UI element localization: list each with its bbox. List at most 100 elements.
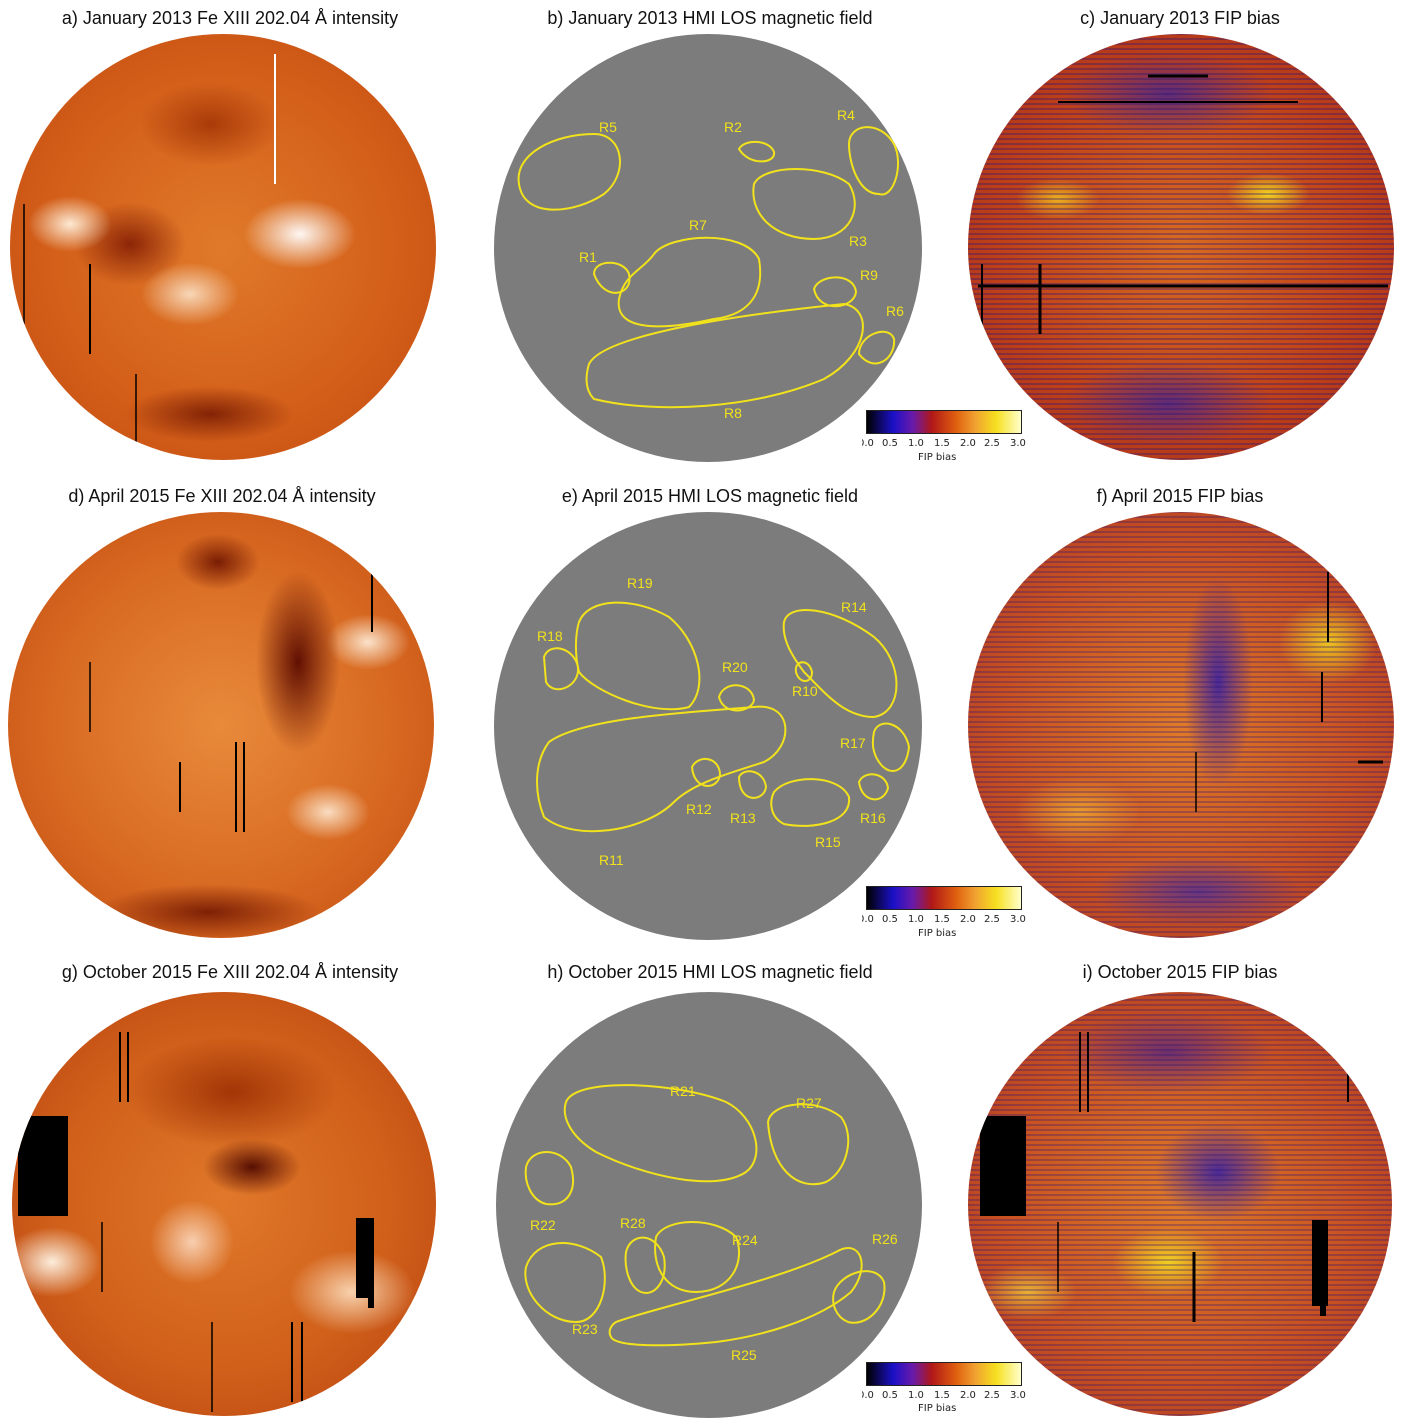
contour-r11 bbox=[536, 705, 787, 833]
region-label: R20 bbox=[722, 659, 748, 675]
contour-r21 bbox=[563, 1084, 758, 1183]
intensity-artifacts bbox=[18, 1032, 374, 1412]
colorbar-tick: 0.5 bbox=[882, 914, 898, 925]
colorbar-tick: 0.0 bbox=[862, 1390, 874, 1401]
colorbar-tick: 3.0 bbox=[1010, 1390, 1026, 1401]
colorbar-tick: 2.0 bbox=[960, 438, 976, 449]
region-label: R28 bbox=[620, 1215, 646, 1231]
contour-r4 bbox=[847, 126, 899, 196]
colorbar-tick: 2.5 bbox=[984, 1390, 1000, 1401]
contours-apr2015 bbox=[536, 601, 911, 833]
title-e: e) April 2015 HMI LOS magnetic field bbox=[561, 486, 859, 506]
colorbar-tick: 1.5 bbox=[934, 914, 950, 925]
title-f: f) April 2015 FIP bias bbox=[1096, 486, 1264, 506]
region-label: R23 bbox=[572, 1321, 598, 1337]
fip-bias-map-jan2013 bbox=[968, 34, 1394, 460]
title-h: h) October 2015 HMI LOS magnetic field bbox=[547, 962, 873, 982]
region-label: R12 bbox=[686, 801, 712, 817]
region-labels-jan2013: R1 R2 R3 R4 R5 R6 R7 R8 R9 bbox=[579, 107, 904, 421]
colorbar-tick: 1.0 bbox=[908, 914, 924, 925]
contour-r26 bbox=[832, 1270, 886, 1324]
region-label: R21 bbox=[670, 1083, 696, 1099]
colorbar-tick: 2.5 bbox=[984, 438, 1000, 449]
region-labels-apr2015: R10 R11 R12 R13 R14 R15 R16 R17 R18 R19 … bbox=[537, 575, 886, 868]
region-label: R18 bbox=[537, 628, 563, 644]
region-label: R17 bbox=[840, 735, 866, 751]
colorbar-ticks: 0.0 0.5 1.0 1.5 2.0 2.5 3.0 FIP bias bbox=[862, 914, 1026, 939]
contour-r23 bbox=[524, 1242, 606, 1324]
colorbar-gradient bbox=[866, 410, 1022, 434]
contour-r15 bbox=[770, 778, 851, 827]
region-label: R16 bbox=[860, 810, 886, 826]
title-g: g) October 2015 Fe XIII 202.04 Å intensi… bbox=[61, 962, 399, 982]
contour-r8 bbox=[585, 302, 864, 409]
colorbar-tick: 0.5 bbox=[882, 438, 898, 449]
contour-r7 bbox=[617, 236, 762, 328]
region-label: R3 bbox=[849, 233, 867, 249]
contour-r25 bbox=[608, 1247, 863, 1347]
region-label: R4 bbox=[837, 107, 855, 123]
region-label: R24 bbox=[732, 1232, 758, 1248]
magnetogram-oct2015: R21 R22 R23 R24 R25 R26 R27 R28 bbox=[496, 992, 922, 1418]
title-a: a) January 2013 Fe XIII 202.04 Å intensi… bbox=[61, 8, 399, 28]
title-c: c) January 2013 FIP bias bbox=[1080, 8, 1280, 28]
region-labels-oct2015: R21 R22 R23 R24 R25 R26 R27 R28 bbox=[530, 1083, 898, 1363]
colorbar-ticks: 0.0 0.5 1.0 1.5 2.0 2.5 3.0 FIP bias bbox=[862, 1390, 1026, 1414]
colorbar-row3: 0.0 0.5 1.0 1.5 2.0 2.5 3.0 FIP bias bbox=[862, 1362, 1032, 1420]
region-label: R22 bbox=[530, 1217, 556, 1233]
intensity-artifacts bbox=[89, 572, 373, 832]
fip-artifacts bbox=[1195, 572, 1383, 812]
contour-r19 bbox=[575, 601, 701, 711]
contour-r3 bbox=[752, 168, 856, 241]
intensity-image-jan2013 bbox=[10, 34, 436, 460]
colorbar-tick: 2.0 bbox=[960, 914, 976, 925]
colorbar-ticks: 0.0 0.5 1.0 1.5 2.0 2.5 3.0 FIP bias bbox=[862, 438, 1026, 463]
contour-r16 bbox=[857, 773, 890, 801]
region-label: R14 bbox=[841, 599, 867, 615]
fip-bias-map-apr2015 bbox=[968, 512, 1394, 938]
contour-r12 bbox=[690, 758, 722, 787]
contour-r6 bbox=[857, 330, 896, 365]
colorbar-tick: 1.5 bbox=[934, 1390, 950, 1401]
contour-r9 bbox=[812, 276, 858, 308]
fip-artifacts bbox=[978, 74, 1388, 364]
region-label: R26 bbox=[872, 1231, 898, 1247]
contour-r14 bbox=[782, 609, 898, 719]
fip-bias-map-oct2015 bbox=[968, 992, 1392, 1416]
contour-r28 bbox=[624, 1236, 666, 1294]
intensity-image-oct2015 bbox=[12, 992, 436, 1416]
colorbar-label: FIP bias bbox=[918, 452, 956, 463]
contour-r24 bbox=[654, 1221, 741, 1294]
contour-r2 bbox=[737, 140, 775, 163]
colorbar-row1: 0.0 0.5 1.0 1.5 2.0 2.5 3.0 FIP bias bbox=[862, 410, 1032, 470]
colorbar-tick: 0.0 bbox=[862, 438, 874, 449]
title-d: d) April 2015 Fe XIII 202.04 Å intensity bbox=[68, 486, 376, 506]
contours-oct2015 bbox=[524, 1084, 886, 1347]
colorbar-tick: 1.0 bbox=[908, 1390, 924, 1401]
colorbar-tick: 1.0 bbox=[908, 438, 924, 449]
region-label: R9 bbox=[860, 267, 878, 283]
region-label: R19 bbox=[627, 575, 653, 591]
contour-r10 bbox=[794, 661, 814, 682]
colorbar-row2: 0.0 0.5 1.0 1.5 2.0 2.5 3.0 FIP bias bbox=[862, 886, 1032, 946]
colorbar-tick: 2.0 bbox=[960, 1390, 976, 1401]
region-label: R15 bbox=[815, 834, 841, 850]
colorbar-tick: 0.0 bbox=[862, 914, 874, 925]
contour-r27 bbox=[766, 1103, 850, 1186]
magnetogram-apr2015: R10 R11 R12 R13 R14 R15 R16 R17 R18 R19 … bbox=[494, 512, 922, 940]
title-i: i) October 2015 FIP bias bbox=[1082, 962, 1278, 982]
region-label: R6 bbox=[886, 303, 904, 319]
contour-r5 bbox=[517, 132, 621, 211]
region-label: R1 bbox=[579, 249, 597, 265]
colorbar-gradient bbox=[866, 886, 1022, 910]
region-label: R5 bbox=[599, 119, 617, 135]
region-label: R27 bbox=[796, 1095, 822, 1111]
colorbar-tick: 0.5 bbox=[882, 1390, 898, 1401]
fip-artifacts bbox=[980, 1032, 1349, 1322]
region-label: R8 bbox=[724, 405, 742, 421]
colorbar-label: FIP bias bbox=[918, 928, 956, 939]
intensity-artifacts bbox=[23, 54, 276, 444]
colorbar-label: FIP bias bbox=[918, 1403, 956, 1414]
region-label: R25 bbox=[731, 1347, 757, 1363]
magnetogram-jan2013: R1 R2 R3 R4 R5 R6 R7 R8 R9 bbox=[494, 34, 922, 462]
